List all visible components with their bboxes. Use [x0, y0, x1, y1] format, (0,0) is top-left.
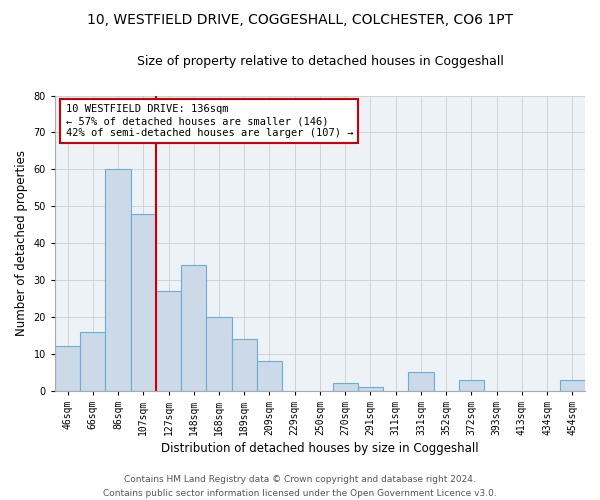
Bar: [80, 332, 106, 391]
Bar: [156, 291, 181, 391]
Text: 10, WESTFIELD DRIVE, COGGESHALL, COLCHESTER, CO6 1PT: 10, WESTFIELD DRIVE, COGGESHALL, COLCHES…: [87, 12, 513, 26]
Y-axis label: Number of detached properties: Number of detached properties: [15, 150, 28, 336]
Bar: [232, 339, 257, 391]
Bar: [55, 346, 80, 391]
Bar: [459, 380, 484, 391]
Bar: [560, 380, 585, 391]
Bar: [206, 317, 232, 391]
Bar: [257, 362, 282, 391]
Text: 10 WESTFIELD DRIVE: 136sqm
← 57% of detached houses are smaller (146)
42% of sem: 10 WESTFIELD DRIVE: 136sqm ← 57% of deta…: [65, 104, 353, 138]
Text: Contains HM Land Registry data © Crown copyright and database right 2024.
Contai: Contains HM Land Registry data © Crown c…: [103, 476, 497, 498]
Bar: [332, 384, 358, 391]
Bar: [131, 214, 156, 391]
Bar: [409, 372, 434, 391]
Bar: [358, 387, 383, 391]
X-axis label: Distribution of detached houses by size in Coggeshall: Distribution of detached houses by size …: [161, 442, 479, 455]
Title: Size of property relative to detached houses in Coggeshall: Size of property relative to detached ho…: [137, 55, 503, 68]
Bar: [106, 170, 131, 391]
Bar: [181, 266, 206, 391]
